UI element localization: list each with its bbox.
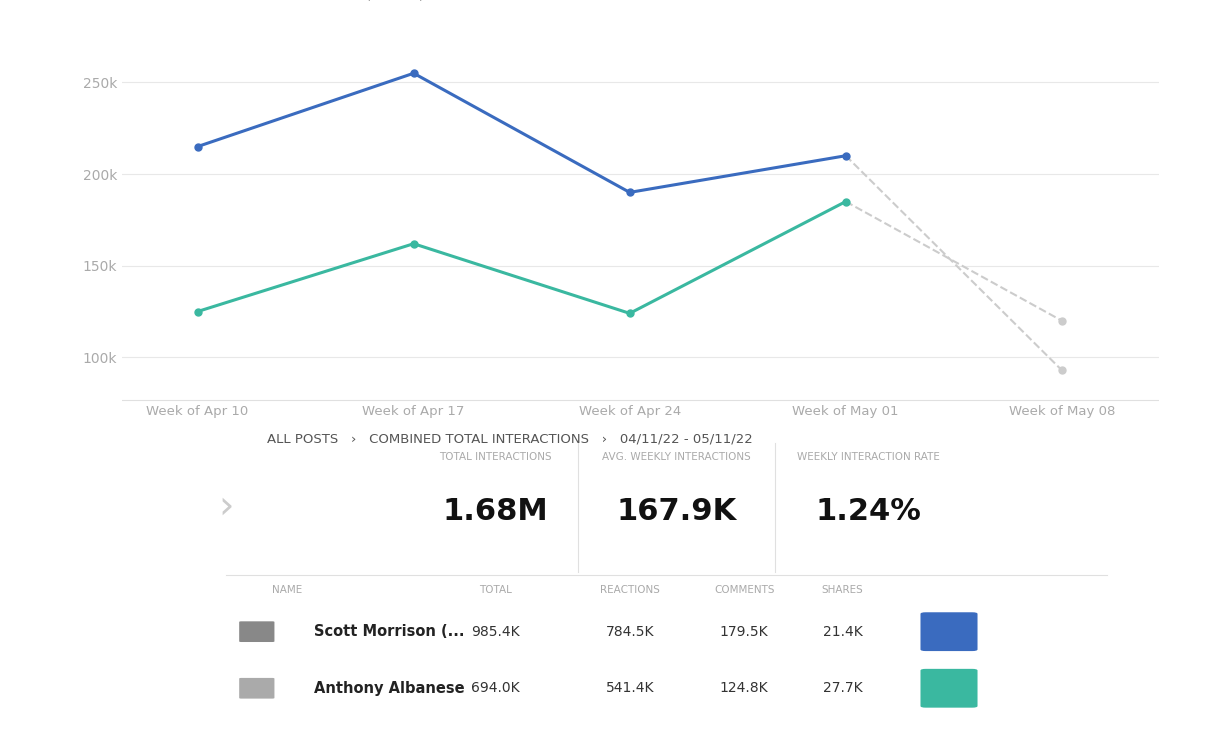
Text: WEEKLY INTERACTION RATE: WEEKLY INTERACTION RATE: [797, 452, 941, 462]
Text: 27.7K: 27.7K: [824, 681, 863, 695]
Text: ›: ›: [218, 488, 233, 526]
Text: 985.4K: 985.4K: [471, 624, 520, 638]
Text: 1.24%: 1.24%: [816, 498, 921, 526]
Text: SHARES: SHARES: [822, 585, 864, 595]
Text: AVG. WEEKLY INTERACTIONS: AVG. WEEKLY INTERACTIONS: [603, 452, 752, 462]
Text: 694.0K: 694.0K: [471, 681, 520, 695]
Text: TOTAL INTERACTIONS: TOTAL INTERACTIONS: [439, 452, 551, 462]
Text: NAME: NAME: [272, 585, 303, 595]
Text: 167.9K: 167.9K: [616, 498, 737, 526]
Text: Anthony Albanese: Anthony Albanese: [314, 681, 465, 695]
Text: COMMENTS: COMMENTS: [714, 585, 775, 595]
Legend: Scott Morrison (ScoMo), Anthony Albanese: Scott Morrison (ScoMo), Anthony Albanese: [212, 0, 622, 7]
Text: 179.5K: 179.5K: [720, 624, 769, 638]
Text: TOTAL: TOTAL: [479, 585, 511, 595]
Text: ALL POSTS   ›   COMBINED TOTAL INTERACTIONS   ›   04/11/22 - 05/11/22: ALL POSTS › COMBINED TOTAL INTERACTIONS …: [267, 433, 753, 446]
FancyBboxPatch shape: [921, 669, 977, 708]
Text: Scott Morrison (...: Scott Morrison (...: [314, 624, 465, 639]
Text: 784.5K: 784.5K: [606, 624, 654, 638]
Text: 124.8K: 124.8K: [720, 681, 769, 695]
FancyBboxPatch shape: [921, 612, 977, 651]
Text: REACTIONS: REACTIONS: [600, 585, 660, 595]
Text: 1.68M: 1.68M: [443, 498, 548, 526]
Text: 541.4K: 541.4K: [606, 681, 654, 695]
FancyBboxPatch shape: [239, 678, 274, 698]
FancyBboxPatch shape: [239, 621, 274, 642]
Text: 21.4K: 21.4K: [822, 624, 863, 638]
